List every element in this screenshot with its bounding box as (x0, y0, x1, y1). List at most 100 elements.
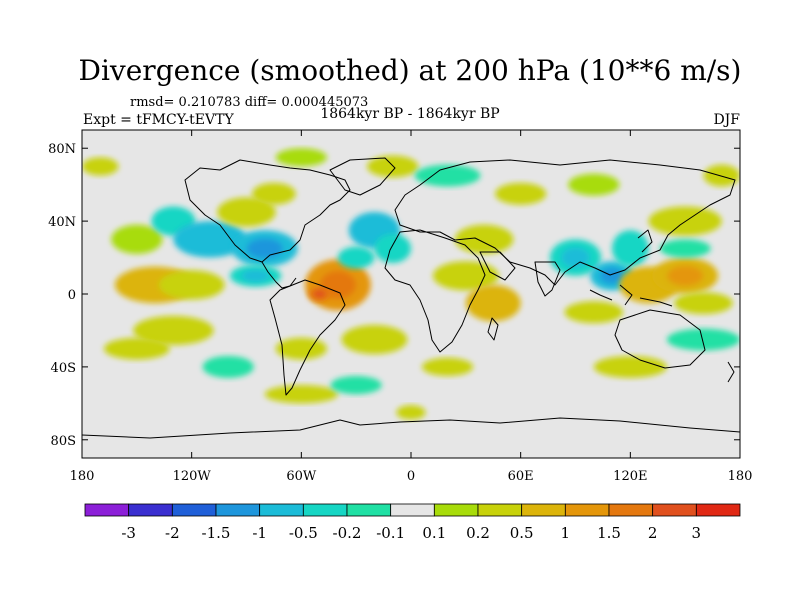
coastline-africa (384, 229, 486, 353)
anomaly-15 (374, 233, 411, 264)
anomaly-41 (568, 173, 620, 196)
colorbar-label-12: 2 (648, 524, 658, 542)
anomaly-28 (652, 257, 719, 294)
anomaly-outer (202, 355, 254, 378)
anomaly-29 (674, 292, 733, 315)
colorbar-label-9: 0.5 (510, 524, 534, 542)
anomaly-outer (275, 148, 327, 167)
anomaly-outer (666, 328, 740, 351)
colorbar-label-7: 0.1 (422, 524, 446, 542)
anomaly-16 (341, 324, 408, 355)
coastline-madagascar (487, 317, 499, 341)
coastline-greenland (329, 157, 396, 196)
colorbar-swatch-2 (171, 503, 217, 517)
colorbar-swatch-5 (302, 503, 348, 517)
anomaly-2 (111, 224, 163, 254)
x-tick-label-4: 60E (508, 469, 534, 484)
anomaly-outer (133, 315, 214, 346)
anomaly-outer (103, 337, 170, 360)
colorbar-label-3: -1 (252, 524, 267, 542)
expt-label: Expt = tFMCY-tEVTY (83, 112, 234, 128)
anomaly-outer (414, 164, 481, 187)
coastline-japan (637, 229, 653, 253)
colorbar-swatch-13 (652, 503, 697, 517)
colorbar-label-8: 0.2 (466, 524, 490, 542)
coastline-australia (614, 309, 706, 369)
x-tick-label-0: 180 (70, 469, 95, 484)
anomaly-outer (659, 239, 711, 258)
anomaly-4 (103, 337, 170, 360)
colorbar-label-13: 3 (692, 524, 702, 542)
colorbar-swatch-12 (608, 503, 654, 517)
colorbar-swatch-11 (564, 503, 610, 517)
divergence-field (82, 148, 740, 420)
y-tick-label-2: 0 (68, 288, 76, 303)
colorbar-label-6: -0.1 (376, 524, 405, 542)
anomaly-33 (666, 328, 740, 351)
anomaly-core (313, 289, 326, 299)
colorbar-swatch-9 (477, 503, 523, 517)
colorbar-swatch-0 (84, 503, 130, 517)
colorbar-swatch-3 (215, 503, 261, 517)
anomaly-9 (217, 197, 276, 227)
anomaly-outer (396, 405, 426, 420)
colorbar-swatch-6 (346, 503, 392, 517)
anomaly-outer (341, 324, 408, 355)
anomaly-outer (158, 270, 225, 300)
anomaly-outer (421, 357, 474, 376)
season-label: DJF (713, 112, 740, 128)
anomaly-outer (217, 197, 276, 227)
anomaly-32 (659, 239, 711, 258)
map-panel: 180 120W 60W 0 60E 120E 180 80N 40N 0 40S 80S (48, 129, 752, 484)
chart-title: Divergence (smoothed) at 200 hPa (10**6 … (79, 54, 742, 87)
anomaly-10 (251, 182, 296, 205)
y-tick-label-3: 40S (51, 361, 76, 376)
stats-label: rmsd= 0.210783 diff= 0.000445073 (130, 95, 368, 110)
anomaly-8 (230, 264, 282, 287)
anomaly-35 (421, 357, 474, 376)
anomaly-34 (593, 355, 667, 378)
coastline-arabia (479, 251, 516, 281)
anomaly-42 (703, 164, 740, 187)
colorbar-label-0: -3 (121, 524, 136, 542)
anomaly-outer (374, 233, 411, 264)
colorbar-swatch-8 (433, 503, 479, 517)
anomaly-43 (82, 157, 119, 176)
anomaly-outer (264, 385, 338, 404)
anomaly-38 (275, 148, 327, 167)
anomaly-outer (495, 182, 547, 205)
anomaly-outer (674, 292, 733, 315)
coastline-antarctica (82, 417, 740, 439)
anomaly-outer (568, 173, 620, 196)
anomaly-core (189, 229, 231, 250)
anomaly-outer (612, 230, 649, 267)
colorbar-label-1: -2 (165, 524, 180, 542)
colorbar-swatch-1 (128, 503, 173, 517)
anomaly-3 (133, 315, 214, 346)
coastline-india (534, 261, 561, 297)
colorbar-swatch-14 (695, 503, 741, 517)
x-tick-label-5: 120E (613, 469, 647, 484)
colorbar-label-2: -1.5 (202, 524, 231, 542)
coastline-north-america (184, 159, 351, 263)
anomaly-outer (564, 301, 624, 324)
anomaly-core (241, 269, 270, 282)
anomaly-outer (275, 337, 327, 360)
anomaly-outer (111, 224, 163, 254)
anomaly-6 (173, 221, 247, 258)
colorbar-label-4: -0.5 (289, 524, 318, 542)
period-label: 1864kyr BP - 1864kyr BP (320, 106, 499, 122)
anomaly-core (599, 267, 625, 284)
anomaly-20 (330, 376, 382, 395)
x-tick-label-2: 60W (286, 469, 317, 484)
anomaly-19 (202, 355, 254, 378)
coastline-maritime-continent (589, 284, 673, 307)
y-tick-label-4: 80S (51, 434, 76, 449)
anomaly-36 (396, 405, 426, 420)
anomaly-12 (308, 286, 331, 302)
colorbar-swatch-7 (390, 503, 435, 517)
anomaly-core (667, 265, 704, 286)
colorbar: -3 -2 -1.5 -1 -0.5 -0.2 -0.1 0.1 0.2 0.5 1 1.5 2 3 (84, 503, 741, 542)
anomaly-core (360, 220, 389, 241)
